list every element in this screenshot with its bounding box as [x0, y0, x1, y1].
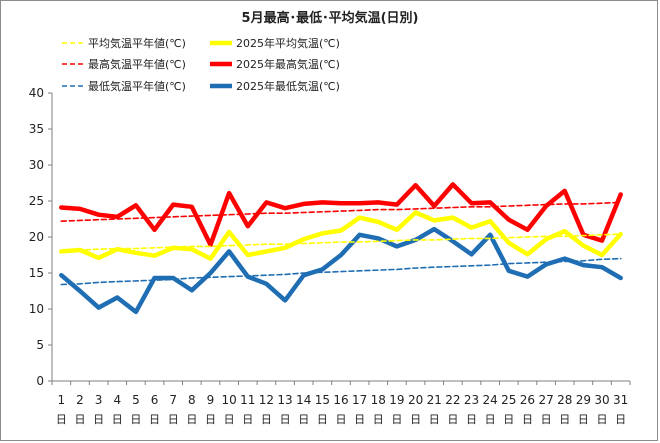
x-tick-label: 6	[151, 393, 159, 407]
x-tick-day-label: 日	[615, 413, 626, 426]
x-tick-day-label: 日	[541, 413, 552, 426]
legend-label-2: 最高気温平年値(℃)	[88, 57, 186, 71]
x-tick-day-label: 日	[522, 413, 533, 426]
x-tick-label: 28	[557, 393, 572, 407]
y-tick-label: 20	[29, 230, 44, 244]
x-tick-day-label: 日	[578, 413, 589, 426]
x-tick-label: 1	[58, 393, 66, 407]
y-tick-label: 0	[36, 374, 44, 388]
x-tick-label: 15	[315, 393, 330, 407]
x-tick-day-label: 日	[205, 413, 216, 426]
x-tick-day-label: 日	[597, 413, 608, 426]
x-tick-day-label: 日	[74, 413, 85, 426]
x-tick-day-label: 日	[280, 413, 291, 426]
x-tick-day-label: 日	[503, 413, 514, 426]
series-line-5	[59, 226, 623, 315]
x-tick-label: 25	[501, 393, 516, 407]
y-tick-label: 40	[29, 86, 44, 100]
x-tick-label: 4	[113, 393, 121, 407]
x-tick-label: 17	[352, 393, 367, 407]
x-tick-label: 23	[464, 393, 479, 407]
x-tick-label: 19	[389, 393, 404, 407]
legend-label-3: 2025年最高気温(℃)	[236, 57, 340, 71]
x-tick-label: 3	[95, 393, 103, 407]
x-tick-label: 29	[576, 393, 591, 407]
x-tick-day-label: 日	[224, 413, 235, 426]
x-tick-label: 24	[483, 393, 498, 407]
x-tick-day-label: 日	[485, 413, 496, 426]
x-tick-label: 18	[371, 393, 386, 407]
legend: 平均気温平年値(℃) 2025年平均気温(℃) 最高気温平年値(℃) 2025年最高気…	[62, 36, 340, 93]
x-tick-label: 5	[132, 393, 140, 407]
y-tick-label: 10	[29, 302, 44, 316]
series-line-1	[59, 210, 623, 261]
x-tick-label: 9	[207, 393, 215, 407]
legend-label-5: 2025年最低気温(℃)	[236, 79, 340, 93]
y-tick-label: 15	[29, 266, 44, 280]
x-tick-day-label: 日	[298, 413, 309, 426]
x-tick-day-label: 日	[354, 413, 365, 426]
x-tick-day-label: 日	[168, 413, 179, 426]
x-tick-day-label: 日	[149, 413, 160, 426]
x-tick-label: 2	[76, 393, 84, 407]
series-line-4	[60, 257, 622, 286]
x-tick-label: 10	[221, 393, 236, 407]
y-tick-label: 35	[29, 122, 44, 136]
y-tick-label: 25	[29, 194, 44, 208]
x-tick-label: 8	[188, 393, 196, 407]
x-tick-label: 7	[169, 393, 177, 407]
x-tick-day-label: 日	[186, 413, 197, 426]
x-tick-label: 30	[594, 393, 609, 407]
y-tick-label: 30	[29, 158, 44, 172]
x-tick-day-label: 日	[447, 413, 458, 426]
y-tick-label: 5	[36, 338, 44, 352]
x-tick-day-label: 日	[130, 413, 141, 426]
legend-label-1: 2025年平均気温(℃)	[236, 36, 340, 50]
x-tick-day-label: 日	[429, 413, 440, 426]
x-tick-label: 13	[277, 393, 292, 407]
x-tick-day-label: 日	[410, 413, 421, 426]
x-tick-day-label: 日	[373, 413, 384, 426]
x-tick-day-label: 日	[391, 413, 402, 426]
x-tick-label: 27	[538, 393, 553, 407]
x-tick-day-label: 日	[559, 413, 570, 426]
legend-label-0: 平均気温平年値(℃)	[88, 36, 186, 50]
x-tick-label: 20	[408, 393, 423, 407]
x-tick-day-label: 日	[317, 413, 328, 426]
x-tick-label: 22	[445, 393, 460, 407]
y-axis: 0 5 10 15 20 25 30 35 40	[29, 86, 53, 388]
x-tick-label: 14	[296, 393, 311, 407]
series-line-0	[60, 233, 622, 252]
x-axis: 1日2日3日4日5日6日7日8日9日10日11日12日13日14日15日16日1…	[51, 380, 631, 426]
x-tick-label: 21	[427, 393, 442, 407]
x-tick-label: 16	[333, 393, 348, 407]
x-tick-day-label: 日	[261, 413, 272, 426]
x-tick-day-label: 日	[466, 413, 477, 426]
x-tick-label: 26	[520, 393, 535, 407]
chart-title: 5月最高･最低･平均気温(日別)	[242, 10, 419, 26]
x-tick-label: 12	[259, 393, 274, 407]
x-tick-day-label: 日	[336, 413, 347, 426]
x-tick-label: 11	[240, 393, 255, 407]
x-tick-day-label: 日	[56, 413, 67, 426]
x-tick-label: 31	[613, 393, 628, 407]
x-tick-day-label: 日	[242, 413, 253, 426]
series-line-2	[60, 201, 622, 222]
x-tick-day-label: 日	[93, 413, 104, 426]
series-line-3	[59, 182, 623, 248]
plot-area	[59, 182, 623, 315]
x-tick-day-label: 日	[112, 413, 123, 426]
legend-label-4: 最低気温平年値(℃)	[88, 79, 186, 93]
